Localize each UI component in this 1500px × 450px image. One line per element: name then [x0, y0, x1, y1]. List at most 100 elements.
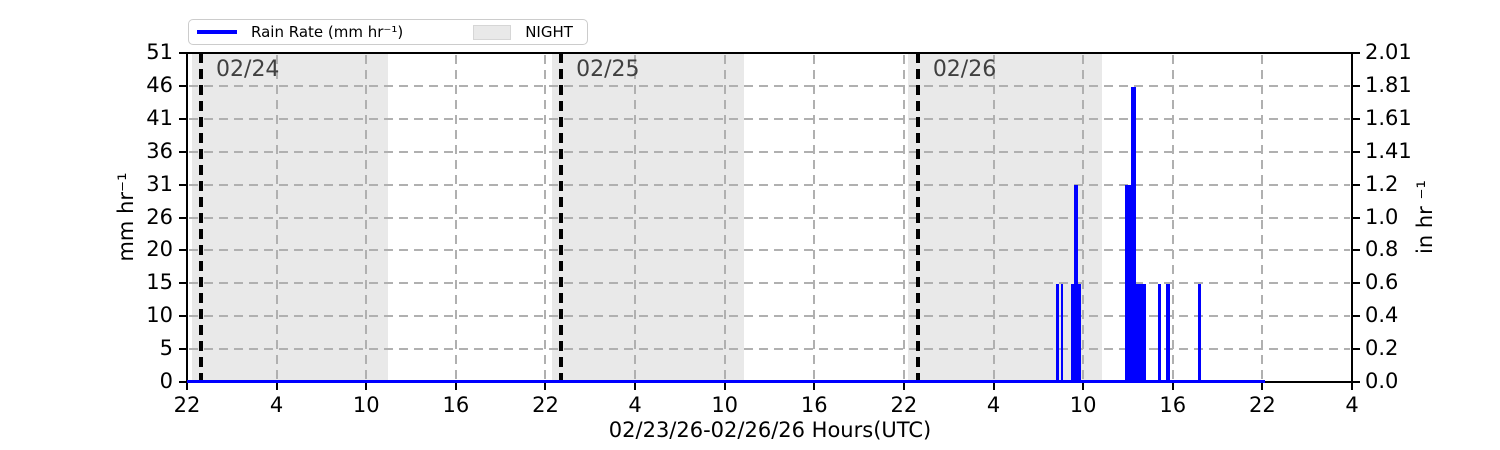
- date-label: 02/25: [576, 57, 640, 82]
- legend: Rain Rate (mm hr⁻¹) NIGHT: [188, 19, 588, 45]
- y-tick-label-right: 1.2: [1365, 171, 1399, 196]
- x-tick-label: 16: [442, 393, 470, 417]
- y-tick-label-left: 10: [146, 303, 173, 328]
- x-tick-mark: [813, 383, 816, 390]
- x-tick-mark: [1171, 383, 1174, 390]
- day-boundary-line: [199, 53, 204, 382]
- rain-rate-bar: [1131, 87, 1136, 382]
- y-tick-mark-left: [179, 315, 186, 318]
- rain-rate-bar: [1198, 283, 1202, 382]
- legend-label-night: NIGHT: [525, 23, 573, 41]
- rain-rate-bar: [1125, 185, 1132, 382]
- rain-rate-bar: [1070, 283, 1074, 382]
- y-tick-mark-right: [1353, 381, 1360, 383]
- x-tick-mark: [275, 383, 278, 390]
- y-tick-mark-right: [1353, 216, 1360, 219]
- x-tick-mark: [186, 383, 188, 390]
- y-tick-label-left: 36: [146, 138, 173, 163]
- x-tick-label: 10: [1069, 393, 1097, 417]
- x-tick-label: 22: [532, 393, 559, 417]
- y-axis-label-left: mm hr⁻¹: [114, 172, 138, 262]
- y-tick-label-right: 1.0: [1365, 204, 1399, 229]
- y-tick-label-left: 15: [146, 270, 173, 295]
- y-tick-mark-left: [179, 150, 186, 153]
- day-boundary-line: [559, 53, 564, 382]
- y-tick-mark-right: [1353, 315, 1360, 318]
- x-tick-label: 22: [173, 393, 201, 417]
- rain-rate-bar: [1157, 283, 1162, 382]
- horizontal-gridline: [189, 282, 1350, 285]
- day-boundary-line: [915, 53, 920, 382]
- rain-rate-bar: [1135, 283, 1147, 382]
- x-tick-label: 10: [711, 393, 739, 417]
- y-tick-mark-right: [1353, 117, 1360, 120]
- rain-rate-bar: [1073, 185, 1078, 382]
- y-tick-label-left: 46: [146, 72, 173, 97]
- y-tick-label-left: 0: [159, 369, 173, 393]
- x-tick-label: 4: [1345, 393, 1359, 417]
- y-tick-label-right: 0.6: [1365, 270, 1399, 295]
- rain-rate-bar: [1166, 283, 1170, 382]
- horizontal-gridline: [189, 216, 1350, 219]
- y-tick-mark-left: [179, 183, 186, 186]
- y-tick-mark-left: [179, 249, 186, 252]
- x-tick-mark: [1351, 383, 1353, 390]
- y-tick-mark-left: [179, 52, 186, 54]
- y-tick-mark-right: [1353, 249, 1360, 252]
- y-tick-mark-right: [1353, 282, 1360, 285]
- y-tick-mark-left: [179, 381, 186, 383]
- rain-rate-bar: [1056, 283, 1059, 382]
- legend-label-rain-rate: Rain Rate (mm hr⁻¹): [251, 23, 404, 41]
- x-tick-label: 22: [1249, 393, 1276, 417]
- x-tick-mark: [544, 383, 547, 390]
- rain-rate-bar: [1060, 283, 1064, 382]
- y-tick-mark-left: [179, 216, 186, 219]
- x-tick-label: 4: [269, 393, 284, 417]
- y-tick-mark-left: [179, 84, 186, 87]
- y-tick-label-left: 5: [159, 336, 173, 361]
- y-tick-label-left: 26: [146, 204, 173, 229]
- y-tick-label-left: 31: [146, 171, 173, 196]
- y-tick-label-right: 0.2: [1365, 336, 1399, 361]
- y-tick-mark-right: [1353, 183, 1360, 186]
- x-tick-mark: [634, 383, 637, 390]
- x-tick-label: 4: [628, 393, 642, 417]
- x-tick-mark: [723, 383, 726, 390]
- x-tick-label: 16: [800, 393, 828, 417]
- y-tick-mark-left: [179, 117, 186, 120]
- y-tick-label-right: 1.81: [1365, 72, 1412, 97]
- y-tick-mark-right: [1353, 84, 1360, 87]
- x-tick-mark: [365, 383, 368, 390]
- x-tick-label: 16: [1159, 393, 1187, 417]
- rain-rate-bar: [1077, 283, 1081, 382]
- horizontal-gridline: [189, 348, 1350, 351]
- horizontal-gridline: [189, 84, 1350, 87]
- y-tick-mark-left: [179, 282, 186, 285]
- x-tick-mark: [902, 383, 905, 390]
- x-tick-label: 10: [352, 393, 380, 417]
- y-tick-mark-left: [179, 348, 186, 351]
- x-tick-mark: [454, 383, 457, 390]
- y-tick-label-right: 0.8: [1365, 237, 1399, 262]
- horizontal-gridline: [189, 183, 1350, 186]
- y-tick-label-right: 2.01: [1365, 40, 1412, 64]
- date-label: 02/24: [216, 57, 280, 82]
- rain-rate-line-swatch: [197, 30, 237, 34]
- y-tick-label-right: 1.61: [1365, 105, 1412, 130]
- horizontal-gridline: [189, 249, 1350, 252]
- y-axis-label-right: in hr ⁻¹: [1413, 180, 1437, 254]
- y-tick-mark-right: [1353, 52, 1360, 54]
- x-tick-mark: [1082, 383, 1085, 390]
- y-tick-mark-right: [1353, 150, 1360, 153]
- x-tick-mark: [1261, 383, 1264, 390]
- y-tick-label-right: 0.0: [1365, 369, 1399, 393]
- horizontal-gridline: [189, 315, 1350, 318]
- y-tick-label-right: 0.4: [1365, 303, 1399, 328]
- x-tick-mark: [992, 383, 995, 390]
- x-tick-label: 4: [986, 393, 1001, 417]
- horizontal-gridline: [189, 150, 1350, 153]
- night-patch-swatch: [473, 24, 512, 40]
- y-tick-label-left: 20: [146, 237, 173, 262]
